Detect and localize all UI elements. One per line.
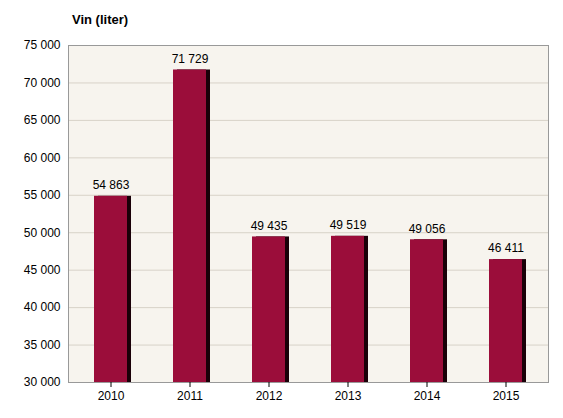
- svg-text:30 000: 30 000: [24, 375, 61, 389]
- svg-text:60 000: 60 000: [24, 151, 61, 165]
- svg-text:49 056: 49 056: [409, 222, 446, 236]
- svg-text:2012: 2012: [256, 389, 283, 403]
- svg-text:71 729: 71 729: [172, 52, 209, 66]
- svg-text:65 000: 65 000: [24, 113, 61, 127]
- svg-text:40 000: 40 000: [24, 300, 61, 314]
- html-text:Vin (liter): Vin (liter): [72, 12, 129, 27]
- svg-text:2010: 2010: [98, 389, 125, 403]
- svg-text:45 000: 45 000: [24, 263, 61, 277]
- svg-text:55 000: 55 000: [24, 188, 61, 202]
- svg-text:75 000: 75 000: [24, 38, 61, 52]
- svg-text:70 000: 70 000: [24, 76, 61, 90]
- svg-text:2013: 2013: [335, 389, 362, 403]
- svg-text:54 863: 54 863: [93, 178, 130, 192]
- svg-text:46 411: 46 411: [488, 241, 524, 255]
- svg-text:49 519: 49 519: [330, 218, 367, 232]
- svg-text:2014: 2014: [414, 389, 441, 403]
- svg-text:50 000: 50 000: [24, 226, 61, 240]
- svg-text:49 435: 49 435: [251, 219, 288, 233]
- svg-text:2011: 2011: [177, 389, 203, 403]
- svg-text:35 000: 35 000: [24, 338, 61, 352]
- svg-text:2015: 2015: [493, 389, 520, 403]
